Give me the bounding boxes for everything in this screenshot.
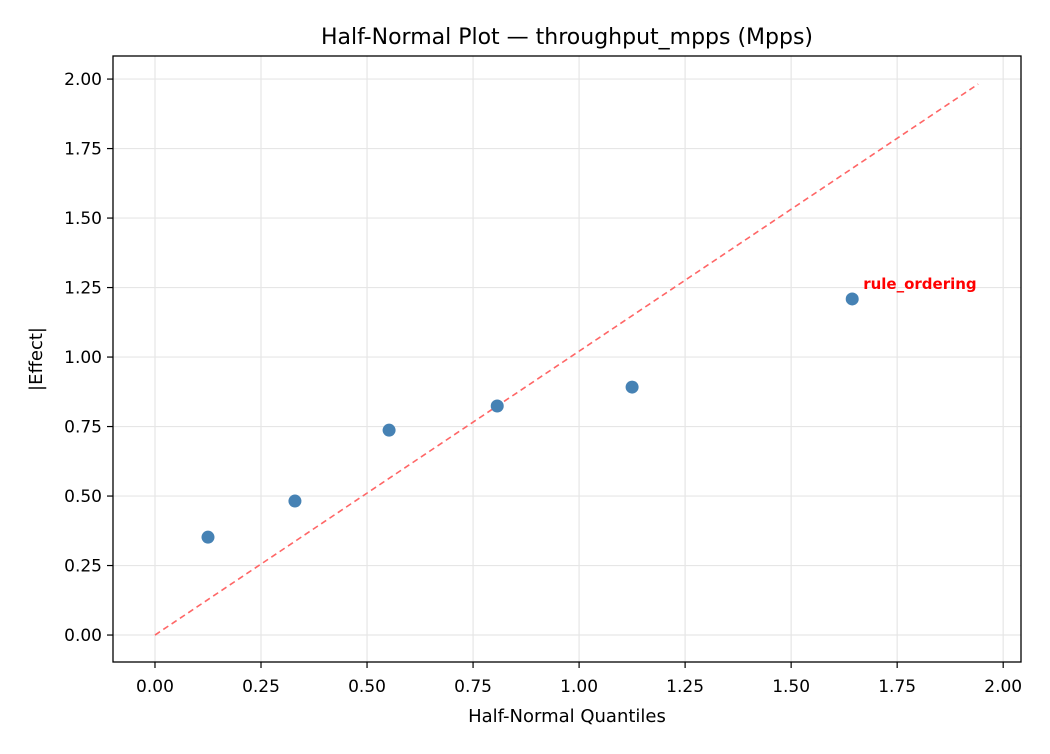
x-tick-label: 1.25	[666, 677, 704, 697]
y-tick-label: 1.75	[64, 140, 102, 160]
y-axis-label: |Effect|	[26, 327, 47, 391]
x-tick-label: 0.50	[348, 677, 386, 697]
x-tick-label: 0.25	[242, 677, 280, 697]
y-tick-label: 1.00	[64, 348, 102, 368]
x-tick-label: 1.75	[878, 677, 916, 697]
x-tick-label: 2.00	[984, 677, 1022, 697]
y-tick-label: 1.25	[64, 279, 102, 299]
data-point	[382, 423, 396, 437]
data-point	[288, 494, 302, 508]
x-axis-ticks: 0.00 0.25 0.50 0.75 1.00 1.25 1.50 1.75 2.00	[136, 662, 1022, 697]
reference-line	[154, 83, 979, 636]
y-tick-label: 0.25	[64, 557, 102, 577]
y-tick-label: 0.00	[64, 626, 102, 646]
data-point	[625, 380, 639, 394]
y-axis-ticks: 0.00 0.25 0.50 0.75 1.00 1.25 1.50 1.75 2.00	[64, 70, 113, 646]
y-tick-label: 1.50	[64, 209, 102, 229]
chart-title: Half-Normal Plot — throughput_mpps (Mpps…	[321, 25, 813, 50]
plot-frame	[112, 55, 1022, 663]
x-tick-label: 0.75	[454, 677, 492, 697]
y-tick-label: 0.50	[64, 487, 102, 507]
data-point	[845, 292, 859, 306]
point-annotation: rule_ordering	[863, 275, 976, 293]
x-tick-label: 1.00	[560, 677, 598, 697]
data-point	[201, 530, 215, 544]
y-tick-label: 2.00	[64, 70, 102, 90]
y-tick-label: 0.75	[64, 418, 102, 438]
grid	[113, 56, 1021, 662]
x-tick-label: 1.50	[772, 677, 810, 697]
x-axis-label: Half-Normal Quantiles	[468, 706, 666, 727]
data-point	[490, 399, 504, 413]
data-points: rule_ordering	[201, 275, 977, 544]
x-tick-label: 0.00	[136, 677, 174, 697]
